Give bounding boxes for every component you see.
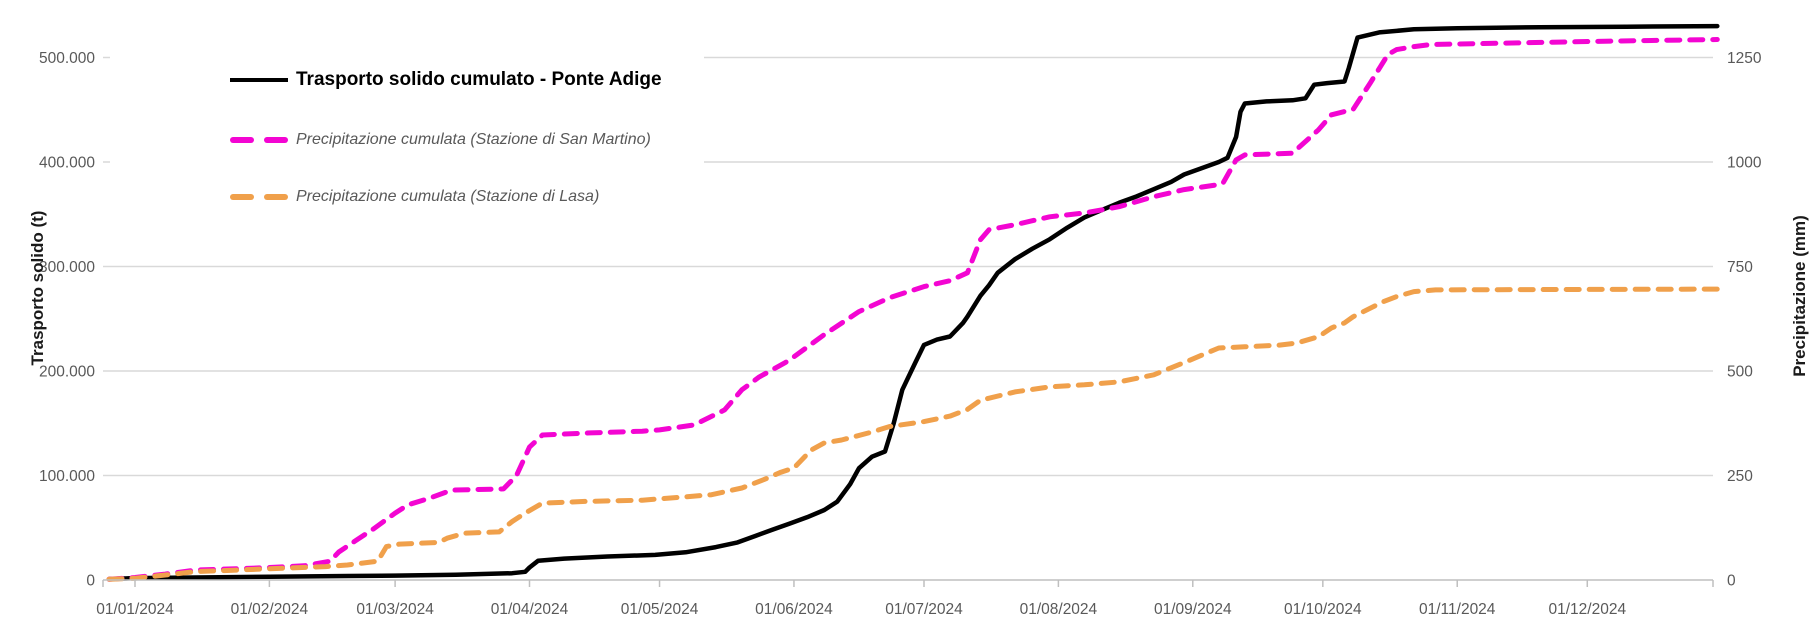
y-left-tick-label: 200.000	[39, 364, 95, 381]
legend-swatch-orange-dashes	[230, 194, 288, 200]
y-right-tick-label: 1250	[1727, 50, 1762, 67]
legend-item-trasporto: Trasporto solido cumulato - Ponte Adige	[110, 65, 704, 95]
y-left-tick-label: 100.000	[39, 468, 95, 485]
y-right-tick-label: 0	[1727, 573, 1736, 590]
legend-swatch-solid-line	[230, 78, 288, 82]
x-tick-label: 01/03/2024	[356, 601, 434, 618]
x-tick-label: 01/09/2024	[1154, 601, 1232, 618]
legend-label: Precipitazione cumulata (Stazione di Las…	[296, 188, 600, 205]
x-tick-label: 01/12/2024	[1548, 601, 1626, 618]
x-tick-label: 01/01/2024	[96, 601, 174, 618]
y-left-tick-label: 300.000	[39, 259, 95, 276]
legend-label: Trasporto solido cumulato - Ponte Adige	[296, 69, 662, 90]
x-tick-label: 01/02/2024	[231, 601, 309, 618]
x-tick-label: 01/11/2024	[1419, 601, 1496, 618]
x-tick-label: 01/10/2024	[1284, 601, 1362, 618]
x-tick-label: 01/07/2024	[885, 601, 963, 618]
legend-swatch-magenta-dashes	[230, 137, 288, 143]
series-line-2	[106, 286, 1720, 582]
y-right-tick-label: 750	[1727, 259, 1753, 276]
y-right-tick-label: 1000	[1727, 155, 1762, 172]
x-tick-label: 01/04/2024	[491, 601, 569, 618]
y-left-tick-label: 0	[86, 573, 95, 590]
legend-label: Precipitazione cumulata (Stazione di San…	[296, 131, 651, 148]
legend: Trasporto solido cumulato - Ponte Adige …	[110, 22, 704, 205]
right-axis-title: Precipitazione (mm)	[1790, 215, 1809, 377]
x-tick-label: 01/06/2024	[755, 601, 833, 618]
y-right-tick-label: 250	[1727, 468, 1753, 485]
x-tick-label: 01/08/2024	[1020, 601, 1098, 618]
y-left-tick-label: 500.000	[39, 50, 95, 67]
legend-item-san-martino: Precipitazione cumulata (Stazione di San…	[110, 125, 704, 155]
x-tick-label: 01/05/2024	[621, 601, 699, 618]
series-line-1	[106, 37, 1720, 582]
legend-item-lasa: Precipitazione cumulata (Stazione di Las…	[110, 182, 704, 212]
series-line-0	[106, 23, 1720, 582]
left-axis-title: Trasporto solido (t)	[28, 210, 47, 366]
y-left-tick-label: 400.000	[39, 155, 95, 172]
y-right-tick-label: 500	[1727, 364, 1753, 381]
